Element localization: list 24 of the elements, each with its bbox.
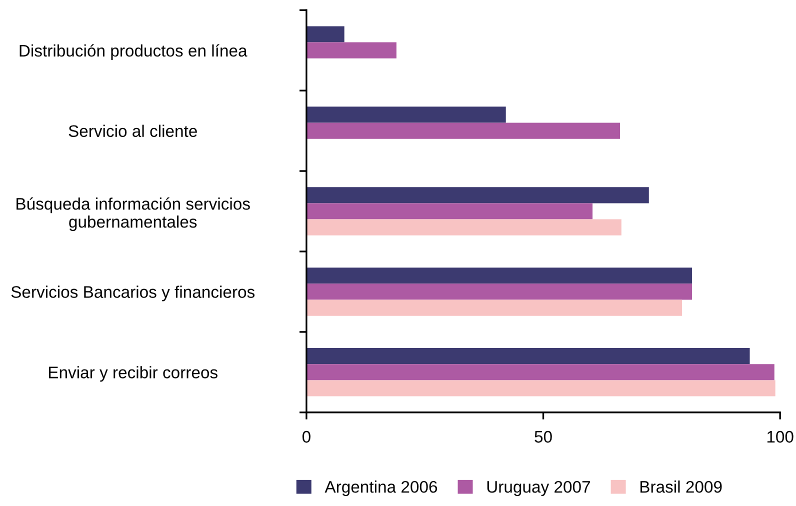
legend-label: Brasil 2009 xyxy=(640,480,722,493)
bar xyxy=(306,380,776,396)
bar xyxy=(306,348,750,364)
y-tick-label: Servicios Bancarios y financieros xyxy=(11,286,255,302)
bar xyxy=(306,300,682,316)
y-tick-label: Distribución productos en línea xyxy=(20,44,248,60)
y-tick-label: Búsqueda información servicios gubernamentales xyxy=(16,197,250,232)
bar xyxy=(306,219,622,236)
legend-label: Uruguay 2007 xyxy=(487,480,590,496)
y-tick-label: Servicio al cliente xyxy=(68,124,197,138)
bar xyxy=(306,106,506,123)
bar xyxy=(306,364,774,380)
bar xyxy=(306,187,649,204)
legend-label: Argentina 2006 xyxy=(324,480,438,496)
x-tick-label: 100 xyxy=(767,430,794,443)
x-tick-label: 50 xyxy=(534,430,552,443)
y-tick-label: Enviar y recibir correos xyxy=(49,366,218,382)
x-tick-label: 0 xyxy=(302,430,310,443)
bar xyxy=(306,26,344,42)
bar xyxy=(306,122,620,139)
bar xyxy=(306,42,396,58)
bar xyxy=(306,268,692,284)
bar xyxy=(306,284,692,300)
bar xyxy=(306,203,593,220)
